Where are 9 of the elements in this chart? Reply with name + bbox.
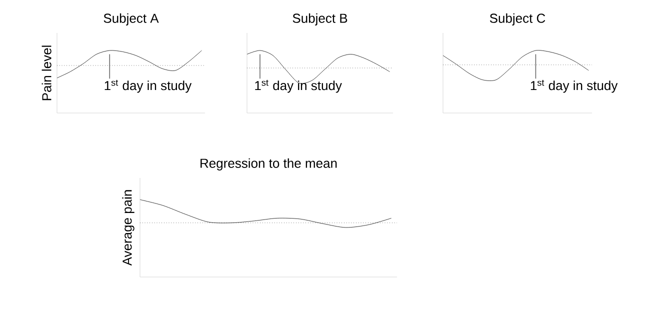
annotation: 1$^{st}$ day in study	[530, 80, 618, 93]
chart-title: Subject C	[490, 13, 546, 26]
chart-title: Subject B	[292, 13, 348, 26]
y-axis-title: Average pain	[122, 190, 134, 266]
annotation: 1$^{st}$ day in study	[255, 80, 342, 93]
y-axis-title: Pain level	[42, 46, 52, 100]
chart-title: Regression to the mean	[200, 158, 337, 170]
annotation: 1$^{st}$ day in study	[104, 80, 192, 93]
chart-title: Subject A	[104, 13, 159, 26]
